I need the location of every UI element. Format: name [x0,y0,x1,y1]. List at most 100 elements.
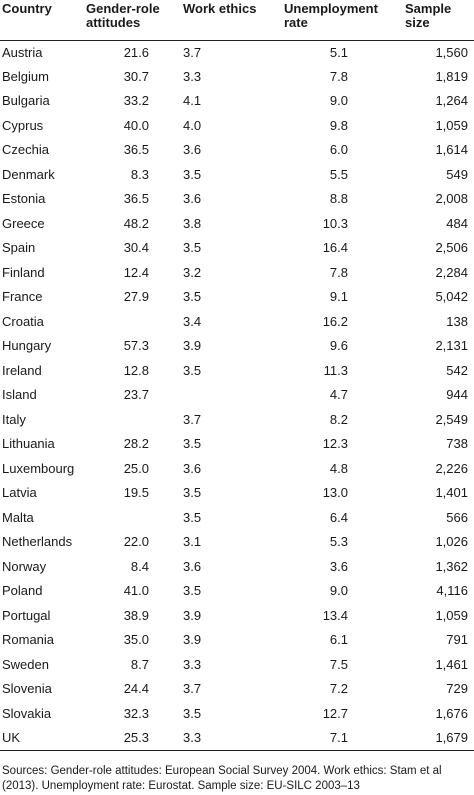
cell-gender-role-attitudes: 33.2 [123,93,149,109]
table-row: Cyprus 40.0 4.0 9.8 1,059 [0,114,474,139]
cell-gender-role-attitudes: 38.9 [123,607,149,623]
cell-gender-role-attitudes [82,310,180,335]
table-row: Portugal 38.9 3.9 13.4 1,059 [0,604,474,629]
cell-sample-size: 566 [446,509,468,525]
cell-work-ethics: 3.5 [183,362,202,378]
cell-unemployment-rate: 3.6 [329,558,348,574]
cell-gender-role-attitudes: 30.7 [123,68,149,84]
table-row: Luxembourg 25.0 3.6 4.8 2,226 [0,457,474,482]
table-row: Latvia 19.5 3.5 13.0 1,401 [0,481,474,506]
cell-country: Norway [2,558,47,574]
cell-gender-role-attitudes: 36.5 [123,191,149,207]
cell-country: Portugal [2,607,51,623]
cell-unemployment-rate: 4.7 [329,387,348,403]
cell-sample-size: 2,008 [435,191,468,207]
table-row: Italy 3.7 8.2 2,549 [0,408,474,433]
cell-unemployment-rate: 7.2 [329,681,348,697]
cell-sample-size: 1,026 [435,534,468,550]
cell-gender-role-attitudes: 25.3 [82,726,180,751]
cell-gender-role-attitudes: 40.0 [123,117,149,133]
header-gender-role-attitudes: Gender-role attitudes [82,0,180,41]
cell-sample-size: 729 [446,681,468,697]
cell-sample-size: 1,461 [435,656,468,672]
cell-unemployment-rate: 8.2 [329,411,348,427]
table-row: Bulgaria 33.2 4.1 9.0 1,264 [0,89,474,114]
cell-work-ethics: 3.5 [183,289,202,305]
cell-country: Poland [2,583,43,599]
table-row: Spain 30.4 3.5 16.4 2,506 [0,236,474,261]
cell-sample-size: 2,506 [435,240,468,256]
cell-work-ethics: 3.7 [183,411,202,427]
cell-work-ethics: 3.5 [183,485,202,501]
cell-unemployment-rate: 13.0 [322,485,348,501]
cell-sample-size: 1,819 [435,68,468,84]
cell-sample-size: 2,131 [435,338,468,354]
cell-gender-role-attitudes: 19.5 [123,485,149,501]
cell-gender-role-attitudes [82,408,180,433]
cell-work-ethics: 3.9 [183,607,202,623]
cell-unemployment-rate: 6.1 [329,632,348,648]
cell-unemployment-rate: 11.3 [323,362,348,378]
cell-country: Malta [2,509,34,525]
cell-unemployment-rate: 13.4 [322,607,348,623]
table-row: UK 25.3 3.3 7.1 1,679 [0,726,474,751]
cell-sample-size: 1,264 [435,93,468,109]
cell-country: France [2,289,43,305]
table-row: Belgium 30.7 3.3 7.8 1,819 [0,65,474,90]
cell-sample-size: 1,679 [384,726,474,751]
cell-sample-size: 1,059 [435,117,468,133]
header-country: Country [0,0,82,41]
table-row: Croatia 3.4 16.2 138 [0,310,474,335]
cell-gender-role-attitudes: 22.0 [123,534,149,550]
cell-country: Hungary [2,338,52,354]
cell-unemployment-rate: 7.5 [329,656,348,672]
cell-unemployment-rate: 12.3 [322,436,348,452]
header-sample-size: Sample size [384,0,474,41]
cell-unemployment-rate: 9.0 [329,93,348,109]
table-row: Island 23.7 4.7 944 [0,383,474,408]
cell-work-ethics: 3.3 [183,68,202,84]
cell-gender-role-attitudes: 21.6 [123,44,149,60]
table-row: Slovakia 32.3 3.5 12.7 1,676 [0,702,474,727]
table-row: Czechia 36.5 3.6 6.0 1,614 [0,138,474,163]
cell-unemployment-rate: 5.3 [329,534,348,550]
cell-work-ethics: 3.5 [183,705,202,721]
cell-sample-size: 484 [446,215,468,231]
cell-country: Slovakia [2,705,52,721]
header-row: Country Gender-role attitudes Work ethic… [0,0,474,41]
cell-unemployment-rate: 4.8 [329,460,348,476]
cell-unemployment-rate: 9.8 [329,117,348,133]
cell-country: Slovenia [2,681,52,697]
cell-country: Cyprus [2,117,44,133]
cell-gender-role-attitudes: 8.3 [130,166,149,182]
cell-unemployment-rate: 5.1 [329,44,348,60]
cell-sample-size: 1,401 [435,485,468,501]
cell-work-ethics: 3.9 [183,338,202,354]
cell-sample-size: 1,676 [435,705,468,721]
cell-gender-role-attitudes: 24.4 [123,681,149,697]
cell-gender-role-attitudes: 8.4 [130,558,149,574]
cell-country: Croatia [2,313,44,329]
table-row: Austria 21.6 3.7 5.1 1,560 [0,40,474,65]
cell-gender-role-attitudes: 27.9 [123,289,149,305]
cell-gender-role-attitudes: 41.0 [123,583,149,599]
cell-sample-size: 5,042 [435,289,468,305]
cell-country: Greece [2,215,45,231]
cell-country: Austria [2,44,43,60]
table-row: Greece 48.2 3.8 10.3 484 [0,212,474,237]
cell-unemployment-rate: 16.2 [322,313,348,329]
cell-country: Luxembourg [2,460,75,476]
cell-work-ethics: 3.5 [183,583,202,599]
cell-gender-role-attitudes: 8.7 [130,656,149,672]
cell-sample-size: 138 [446,313,468,329]
cell-work-ethics: 3.3 [183,656,202,672]
table-row: Romania 35.0 3.9 6.1 791 [0,628,474,653]
cell-sample-size: 1,059 [435,607,468,623]
cell-gender-role-attitudes: 25.0 [123,460,149,476]
cell-sample-size: 2,226 [435,460,468,476]
table-header: Country Gender-role attitudes Work ethic… [0,0,474,41]
cell-unemployment-rate: 7.1 [282,726,384,751]
cell-country: Belgium [2,68,49,84]
cell-country: Estonia [2,191,46,207]
cell-gender-role-attitudes: 30.4 [123,240,149,256]
